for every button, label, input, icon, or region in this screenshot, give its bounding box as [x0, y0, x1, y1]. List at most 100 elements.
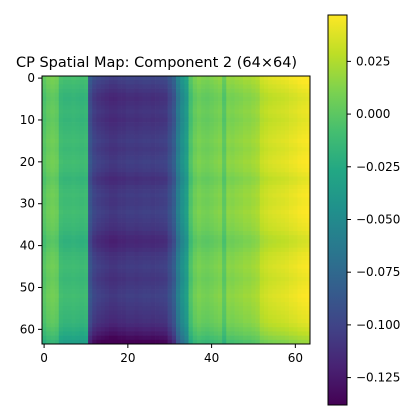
heatmap-cell — [129, 126, 135, 131]
heatmap-cell — [301, 201, 307, 207]
heatmap-cell — [159, 201, 164, 207]
heatmap-cell — [79, 76, 85, 81]
heatmap-cell — [96, 339, 101, 345]
heatmap-cell — [255, 310, 261, 316]
heatmap-cell — [75, 80, 81, 85]
heatmap-cell — [67, 256, 72, 261]
heatmap-cell — [263, 172, 269, 177]
heatmap-cell — [96, 143, 101, 148]
heatmap-cell — [226, 226, 231, 232]
heatmap-cell — [234, 155, 240, 161]
heatmap-cell — [247, 314, 252, 320]
heatmap-cell — [263, 306, 269, 311]
heatmap-cell — [201, 96, 206, 102]
heatmap-cell — [62, 339, 68, 345]
heatmap-cell — [247, 210, 252, 215]
heatmap-cell — [289, 239, 294, 244]
heatmap-cell — [301, 318, 307, 324]
heatmap-cell — [155, 239, 160, 244]
heatmap-cell — [255, 101, 261, 106]
heatmap-cell — [276, 113, 282, 119]
heatmap-cell — [284, 138, 290, 144]
heatmap-cell — [180, 297, 185, 303]
heatmap-cell — [163, 281, 168, 286]
heatmap-cell — [117, 210, 122, 215]
heatmap-cell — [171, 96, 177, 102]
heatmap-cell — [196, 151, 202, 156]
heatmap-cell — [192, 168, 198, 173]
heatmap-cell — [83, 151, 89, 156]
heatmap-cell — [243, 76, 248, 81]
heatmap-cell — [58, 335, 64, 341]
heatmap-cell — [121, 210, 127, 215]
heatmap-cell — [280, 205, 286, 211]
heatmap-cell — [54, 285, 60, 290]
heatmap-cell — [146, 205, 152, 211]
heatmap-cell — [255, 331, 261, 336]
heatmap-cell — [121, 189, 127, 194]
heatmap-cell — [129, 310, 135, 316]
heatmap-cell — [88, 293, 93, 299]
heatmap-cell — [280, 314, 286, 320]
heatmap-cell — [96, 113, 101, 119]
heatmap-cell — [134, 147, 139, 152]
heatmap-cell — [305, 101, 311, 106]
heatmap-cell — [121, 243, 127, 249]
heatmap-cell — [289, 222, 294, 228]
heatmap-cell — [79, 323, 85, 328]
heatmap-cell — [293, 331, 298, 336]
heatmap-cell — [243, 339, 248, 345]
heatmap-cell — [134, 130, 139, 135]
heatmap-cell — [213, 197, 219, 202]
heatmap-cell — [117, 184, 122, 190]
heatmap-cell — [88, 314, 93, 320]
heatmap-cell — [75, 314, 81, 320]
heatmap-cell — [100, 297, 106, 303]
heatmap-cell — [54, 272, 60, 278]
heatmap-cell — [134, 297, 139, 303]
heatmap-cell — [58, 76, 64, 81]
heatmap-cell — [121, 285, 127, 290]
heatmap-cell — [297, 314, 302, 320]
heatmap-cell — [159, 314, 164, 320]
heatmap-cell — [83, 80, 89, 85]
heatmap-cell — [289, 218, 294, 223]
heatmap-cell — [176, 260, 181, 265]
heatmap-cell — [129, 314, 135, 320]
heatmap-cell — [305, 297, 311, 303]
heatmap-cell — [142, 256, 148, 261]
heatmap-cell — [238, 285, 244, 290]
heatmap-cell — [46, 339, 51, 345]
heatmap-cell — [289, 101, 294, 106]
heatmap-cell — [109, 113, 114, 119]
heatmap-cell — [205, 113, 210, 119]
heatmap-cell — [171, 205, 177, 211]
heatmap-cell — [259, 218, 265, 223]
heatmap-cell — [243, 285, 248, 290]
heatmap-cell — [184, 214, 189, 219]
heatmap-cell — [209, 109, 215, 115]
heatmap-cell — [142, 222, 148, 228]
heatmap-cell — [234, 260, 240, 265]
heatmap-cell — [247, 285, 252, 290]
heatmap-cell — [176, 314, 181, 320]
heatmap-cell — [96, 147, 101, 152]
heatmap-cell — [289, 155, 294, 161]
heatmap-cell — [289, 126, 294, 131]
heatmap-cell — [255, 193, 261, 198]
heatmap-cell — [176, 201, 181, 207]
heatmap-cell — [247, 327, 252, 332]
heatmap-cell — [251, 327, 256, 332]
heatmap-cell — [117, 331, 122, 336]
heatmap-cell — [280, 268, 286, 274]
heatmap-cell — [259, 260, 265, 265]
heatmap-cell — [83, 226, 89, 232]
heatmap-cell — [226, 80, 231, 85]
heatmap-cell — [289, 277, 294, 282]
heatmap-cell — [184, 92, 189, 98]
heatmap-cell — [209, 243, 215, 249]
heatmap-cell — [75, 230, 81, 236]
heatmap-cell — [100, 76, 106, 81]
heatmap-cell — [276, 92, 282, 98]
heatmap-cell — [163, 327, 168, 332]
